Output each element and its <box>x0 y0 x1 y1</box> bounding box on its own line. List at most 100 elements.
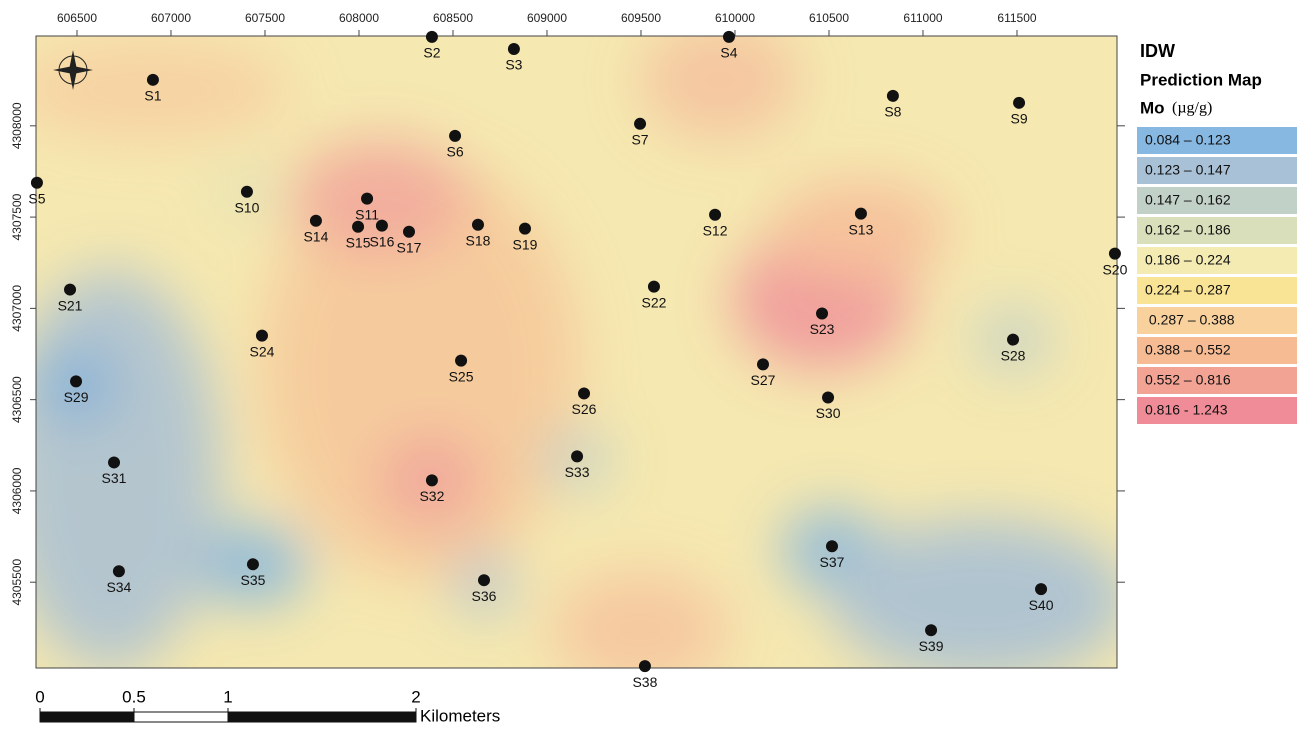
x-tick-label: 610000 <box>715 11 755 25</box>
legend-label: 0.552 – 0.816 <box>1145 372 1231 388</box>
station-label: S35 <box>240 572 265 588</box>
x-tick-label: 607500 <box>245 11 285 25</box>
sampling-station <box>70 375 82 387</box>
x-tick-label: 606500 <box>57 11 97 25</box>
sampling-station <box>449 130 461 142</box>
y-tick-label: 4306500 <box>10 376 24 423</box>
station-label: S4 <box>720 45 737 61</box>
station-label: S17 <box>397 239 422 255</box>
sampling-station <box>376 220 388 232</box>
station-label: S16 <box>369 233 394 249</box>
sampling-station <box>639 660 651 672</box>
station-label: S40 <box>1029 597 1054 613</box>
sampling-station <box>757 358 769 370</box>
station-label: S28 <box>1001 347 1026 363</box>
legend-label: 0.224 – 0.287 <box>1145 282 1231 298</box>
sampling-station <box>508 43 520 55</box>
sampling-station <box>31 177 43 189</box>
legend-label: 0.287 – 0.388 <box>1145 312 1235 328</box>
station-label: S9 <box>1010 111 1027 127</box>
sampling-station <box>352 221 364 233</box>
sampling-station <box>147 74 159 86</box>
station-label: S11 <box>355 206 379 222</box>
station-label: S33 <box>565 464 590 480</box>
sampling-station <box>455 355 467 367</box>
x-tick-label: 609000 <box>527 11 567 25</box>
y-tick-label: 4308000 <box>10 102 24 149</box>
station-label: S24 <box>250 343 275 359</box>
sampling-station <box>247 558 259 570</box>
scale-bar-segment <box>228 712 416 722</box>
station-label: S7 <box>631 132 648 148</box>
sampling-station <box>472 219 484 231</box>
station-label: S37 <box>820 554 845 570</box>
y-tick-label: 4306000 <box>10 467 24 514</box>
map-surface <box>0 20 1130 690</box>
sampling-station <box>648 281 660 293</box>
sampling-station <box>361 193 373 205</box>
legend-label: 0.123 – 0.147 <box>1145 162 1231 178</box>
legend-variable: Mo <box>1140 98 1165 117</box>
x-tick-label: 608000 <box>339 11 379 25</box>
station-label: S27 <box>751 372 776 388</box>
sampling-station <box>108 456 120 468</box>
station-label: S1 <box>144 88 161 104</box>
scale-bar-segment <box>40 712 134 722</box>
station-label: S3 <box>505 57 522 73</box>
station-label: S26 <box>572 401 597 417</box>
legend-label: 0.162 – 0.186 <box>1145 222 1231 238</box>
sampling-station <box>1013 97 1025 109</box>
station-label: S38 <box>632 674 657 690</box>
station-label: S34 <box>106 579 131 595</box>
sampling-station <box>634 118 646 130</box>
legend-label: 0.084 – 0.123 <box>1145 132 1231 148</box>
sampling-station <box>723 31 735 43</box>
station-label: S18 <box>466 232 491 248</box>
sampling-station <box>241 186 253 198</box>
sampling-station <box>478 574 490 586</box>
x-tick-label: 608500 <box>433 11 473 25</box>
legend-unit: (µg/g) <box>1172 100 1212 117</box>
sampling-station <box>256 330 268 342</box>
sampling-station <box>855 208 867 220</box>
sampling-station <box>426 474 438 486</box>
y-tick-label: 4307500 <box>10 193 24 240</box>
station-label: S6 <box>446 144 463 160</box>
sampling-station <box>1007 334 1019 346</box>
map-figure: IDW Prediction Map Mo (µg/g) 60650060700… <box>0 0 1304 726</box>
sampling-station <box>310 215 322 227</box>
station-label: S21 <box>58 297 83 313</box>
x-tick-label: 610500 <box>809 11 849 25</box>
station-label: S22 <box>641 294 666 310</box>
station-label: S2 <box>423 45 440 61</box>
y-tick-label: 4307000 <box>10 285 24 332</box>
station-label: S10 <box>234 199 259 215</box>
sampling-station <box>64 284 76 296</box>
station-label: S36 <box>472 588 497 604</box>
station-label: S5 <box>28 190 45 206</box>
station-label: S14 <box>303 228 328 244</box>
sampling-station <box>925 624 937 636</box>
sampling-station <box>403 226 415 238</box>
station-label: S23 <box>810 321 835 337</box>
sampling-station <box>571 450 583 462</box>
station-label: S20 <box>1102 261 1127 277</box>
legend-label: 0.388 – 0.552 <box>1145 342 1231 358</box>
station-label: S19 <box>513 236 538 252</box>
scale-bar-segment <box>134 712 228 722</box>
station-label: S39 <box>919 638 944 654</box>
station-label: S12 <box>703 222 728 238</box>
sampling-station <box>887 90 899 102</box>
station-label: S30 <box>816 405 841 421</box>
sampling-station <box>426 31 438 43</box>
sampling-station <box>519 223 531 235</box>
station-label: S13 <box>848 221 873 237</box>
station-label: S31 <box>102 470 127 486</box>
x-tick-label: 609500 <box>621 11 661 25</box>
sampling-station <box>826 540 838 552</box>
station-label: S32 <box>419 488 444 504</box>
legend-subtitle: Prediction Map <box>1140 70 1262 89</box>
x-tick-label: 611500 <box>997 11 1036 25</box>
y-tick-label: 4305500 <box>10 559 24 606</box>
sampling-station <box>816 307 828 319</box>
